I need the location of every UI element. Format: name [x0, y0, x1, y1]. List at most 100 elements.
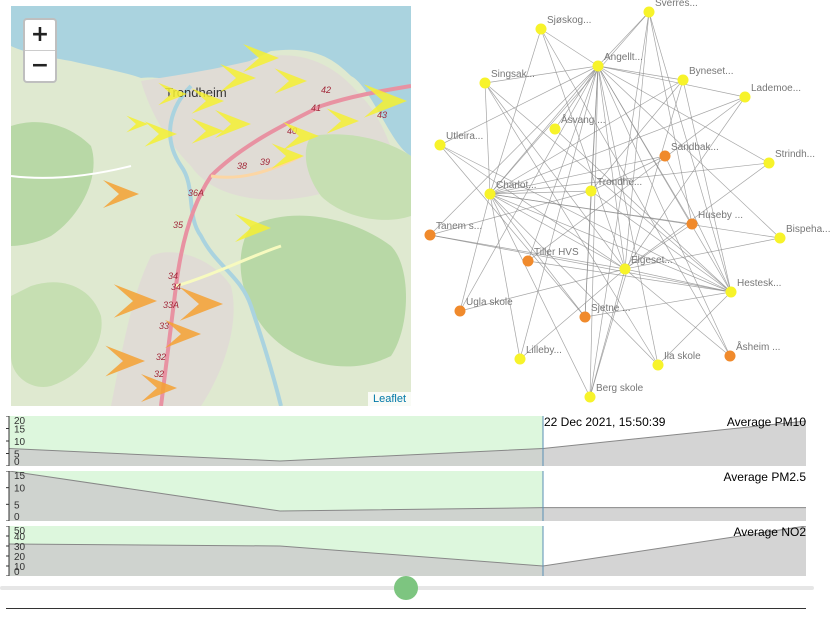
graph-node[interactable] [454, 305, 466, 317]
graph-node-label: Tiller HVS [534, 247, 579, 258]
graph-edge [489, 193, 591, 398]
graph-edge [590, 79, 684, 192]
map-marker[interactable] [363, 84, 407, 118]
sensor-network-graph[interactable]: Sjøskog... Sverres... Angellt... Byneset...… [420, 0, 838, 408]
map-marker[interactable] [274, 68, 307, 94]
graph-edge [682, 79, 732, 293]
graph-edge [597, 65, 746, 98]
graph-edge [489, 65, 599, 195]
chart-pm10[interactable]: 0 5 10 15 20 22 Dec 2021, 15:50:39 Average P… [0, 415, 806, 466]
graph-edge [459, 65, 599, 312]
graph-edge [489, 193, 521, 360]
map-marker[interactable] [144, 121, 177, 147]
graph-node[interactable] [774, 232, 786, 244]
graph-edge [624, 162, 770, 270]
map-marker[interactable] [105, 345, 145, 377]
graph-edge [589, 65, 599, 398]
graph-node[interactable] [535, 23, 547, 35]
chart-pm25[interactable]: 0 5 10 15 Average PM2.5 [0, 470, 806, 521]
graph-node-label: Bispeha... [786, 224, 830, 235]
graph-edge [459, 268, 626, 312]
graph-node[interactable] [579, 311, 591, 323]
y-tick-label: 5 [14, 450, 20, 461]
graph-edge [429, 65, 599, 236]
graph-node-label: Hestesk... [737, 278, 781, 289]
map-marker[interactable] [165, 320, 201, 348]
graph-edge [489, 155, 666, 195]
graph-node[interactable] [619, 263, 631, 275]
map-marker[interactable] [220, 64, 256, 92]
graph-node[interactable] [592, 60, 604, 72]
graph-node[interactable] [686, 218, 698, 230]
graph-node[interactable] [724, 350, 736, 362]
graph-node[interactable] [652, 359, 664, 371]
graph-node[interactable] [739, 91, 751, 103]
map-marker[interactable] [141, 374, 177, 402]
graph-node-label: Sjetne ... [591, 303, 630, 314]
graph-node[interactable] [585, 185, 597, 197]
graph-edge [489, 193, 781, 239]
graph-node[interactable] [677, 74, 689, 86]
graph-edge [439, 65, 599, 146]
map-marker[interactable] [126, 115, 148, 133]
zoom-in-button[interactable]: + [30, 22, 50, 47]
graph-edge [624, 96, 746, 270]
graph-edge [554, 128, 732, 293]
graph-edge [624, 223, 693, 270]
graph-edge [489, 96, 746, 195]
leaflet-attribution[interactable]: Leaflet [367, 392, 411, 406]
road-label: 35 [173, 220, 184, 230]
series-area [9, 471, 806, 521]
map-marker[interactable] [103, 180, 139, 208]
y-tick-label: 40 [14, 532, 26, 543]
timestamp-label: 22 Dec 2021, 15:50:39 [544, 415, 666, 429]
y-tick-label: 50 [14, 526, 26, 537]
graph-node[interactable] [514, 353, 526, 365]
series-area [9, 526, 806, 576]
graph-edge [459, 193, 491, 312]
graph-node[interactable] [484, 188, 496, 200]
graph-node[interactable] [725, 286, 737, 298]
time-slider-thumb[interactable] [394, 576, 418, 600]
map-marker[interactable] [191, 88, 224, 114]
graph-node[interactable] [584, 391, 596, 403]
graph-edge [439, 144, 732, 293]
graph-edge [657, 291, 732, 366]
graph-node-label: Tanem s... [436, 221, 482, 232]
map-marker[interactable] [113, 284, 157, 318]
map-marker[interactable] [235, 214, 271, 242]
graph-node[interactable] [424, 229, 436, 241]
chart-no2[interactable]: 0 10 20 30 40 50 Average NO2 [0, 525, 806, 576]
graph-edge [624, 268, 731, 357]
graph-edge [589, 79, 684, 398]
sensor-markers[interactable] [103, 44, 407, 402]
graph-node[interactable] [763, 157, 775, 169]
graph-edge [540, 28, 599, 67]
zoom-out-button[interactable]: − [25, 50, 55, 81]
map-marker[interactable] [326, 108, 359, 134]
y-tick-label: 10 [14, 437, 26, 448]
graph-node[interactable] [659, 150, 671, 162]
map-marker[interactable] [243, 44, 279, 72]
graph-node-label: Trondhe... [597, 177, 642, 188]
graph-node-label: Åsheim ... [736, 340, 780, 353]
chart-pm25-plot: 05 10 15 [6, 471, 806, 521]
map-marker[interactable] [158, 82, 187, 106]
y-tick-label: 15 [14, 471, 26, 482]
map-marker[interactable] [283, 122, 319, 150]
graph-node[interactable] [522, 255, 534, 267]
graph-node[interactable] [643, 6, 655, 18]
map-marker[interactable] [191, 118, 224, 144]
graph-edge [584, 291, 732, 318]
graph-node[interactable] [479, 77, 491, 89]
graph-node[interactable] [549, 123, 561, 135]
map-marker[interactable] [179, 287, 223, 321]
graph-edge [527, 65, 599, 262]
graph-edge [648, 11, 732, 293]
map[interactable]: 42 41 43 40 39 38 36A 35 34 34 33A 33 32… [11, 6, 411, 406]
graph-node[interactable] [434, 139, 446, 151]
graph-edge [589, 11, 650, 398]
map-marker[interactable] [271, 143, 304, 169]
chart-title: Average PM10 [726, 415, 806, 429]
